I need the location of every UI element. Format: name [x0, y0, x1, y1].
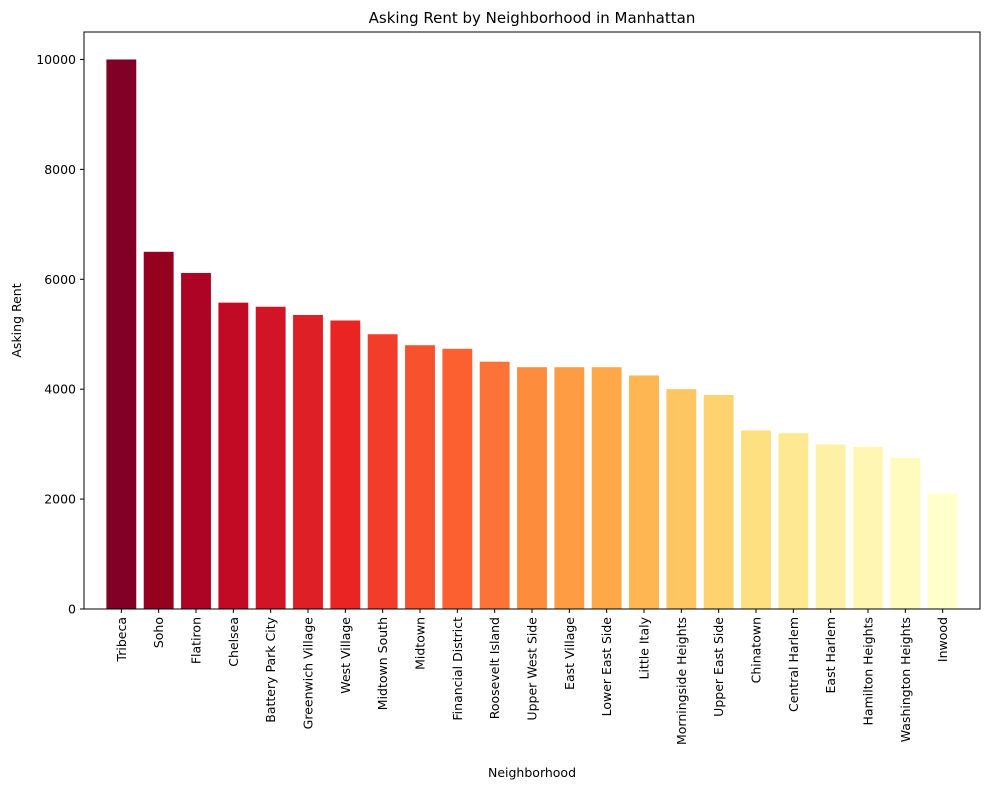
bar-financial-district — [442, 348, 473, 609]
bar-hamilton-heights — [853, 446, 883, 609]
x-tick-label: Inwood — [935, 617, 950, 662]
bar-chelsea — [218, 302, 249, 609]
x-tick-label: Little Italy — [637, 616, 652, 679]
plot-frame — [83, 31, 981, 610]
y-axis-label: Asking Rent — [9, 283, 24, 357]
x-tick-label: Tribeca — [114, 617, 129, 663]
bar-flatiron — [181, 272, 211, 609]
bar-greenwich-village — [293, 315, 323, 609]
bar-inwood — [927, 493, 958, 609]
x-tick-label: East Harlem — [823, 617, 838, 693]
y-tick-label: 6000 — [44, 272, 76, 287]
x-tick-label: Soho — [151, 617, 166, 648]
bar-central-harlem — [778, 433, 809, 609]
y-tick-label: 0 — [68, 602, 76, 617]
x-axis-label: Neighborhood — [488, 765, 576, 780]
bar-upper-east-side — [703, 394, 734, 609]
bar-chinatown — [741, 430, 771, 609]
x-tick-label: Chelsea — [226, 617, 241, 667]
y-tick-label: 10000 — [36, 52, 76, 67]
x-tick-label: Financial District — [450, 617, 465, 721]
x-axis-ticks: Tribeca Soho Flatiron Chelsea Battery Park C… — [114, 609, 950, 745]
chart-title: Asking Rent by Neighborhood in Manhattan — [369, 9, 696, 27]
y-axis-ticks: 0 2000 4000 6000 8000 10000 — [36, 52, 84, 617]
y-tick-label: 4000 — [44, 382, 76, 397]
bars — [106, 59, 958, 610]
x-tick-label: West Village — [338, 617, 353, 694]
bar-midtown — [405, 345, 435, 609]
bar-little-italy — [629, 375, 659, 609]
bar-tribeca — [106, 59, 137, 609]
bar-soho — [143, 251, 174, 610]
x-tick-label: Chinatown — [749, 617, 764, 683]
bar-washington-heights — [890, 457, 921, 609]
bar-east-village — [554, 367, 585, 609]
bar-battery-park-city — [255, 306, 286, 609]
x-tick-label: Morningside Heights — [674, 617, 689, 745]
x-tick-label: East Village — [562, 617, 577, 690]
x-tick-label: Upper East Side — [711, 617, 726, 717]
bar-midtown-south — [367, 334, 398, 609]
x-tick-label: Washington Heights — [898, 617, 913, 742]
bar-morningside-heights — [666, 389, 697, 609]
y-tick-label: 2000 — [44, 492, 76, 507]
x-tick-label: Roosevelt Island — [487, 617, 502, 719]
x-tick-label: Battery Park City — [263, 616, 278, 722]
x-tick-label: Central Harlem — [786, 617, 801, 712]
x-tick-label: Upper West Side — [525, 617, 540, 721]
y-tick-label: 8000 — [44, 162, 76, 177]
x-tick-label: Midtown South — [375, 617, 390, 710]
bar-west-village — [330, 320, 361, 609]
bar-upper-west-side — [517, 367, 547, 609]
x-tick-label: Midtown — [413, 617, 428, 670]
bar-east-harlem — [815, 444, 846, 609]
bar-roosevelt-island — [479, 361, 510, 609]
x-tick-label: Flatiron — [189, 617, 204, 664]
x-tick-label: Greenwich Village — [301, 617, 316, 730]
x-tick-label: Lower East Side — [599, 617, 614, 717]
x-tick-label: Hamilton Heights — [861, 617, 876, 725]
bar-lower-east-side — [591, 367, 622, 609]
